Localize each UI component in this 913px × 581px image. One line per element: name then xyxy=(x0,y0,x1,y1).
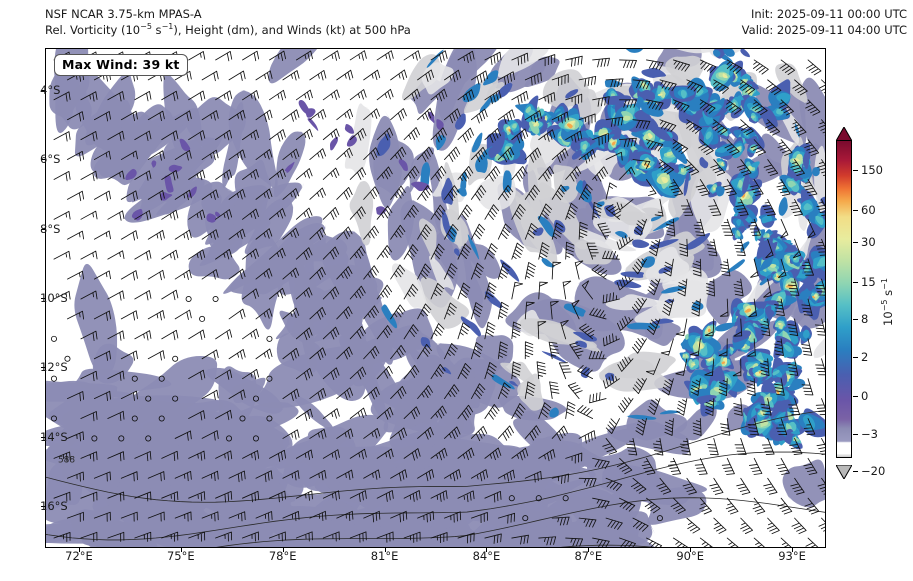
colorbar-tick-mark xyxy=(853,357,858,358)
x-tick-label: 93°E xyxy=(778,549,806,563)
map-canvas: 588 xyxy=(46,49,825,547)
colorbar-tick-label: 150 xyxy=(861,163,883,177)
x-tick-label: 87°E xyxy=(574,549,603,563)
x-tick-mark xyxy=(384,548,386,552)
x-tick-label: 90°E xyxy=(676,549,704,563)
colorbar-extend-bottom-icon xyxy=(835,464,853,481)
colorbar-unit-label: 10−5 s−1 xyxy=(880,278,895,326)
x-tick-mark xyxy=(282,548,284,552)
model-title: NSF NCAR 3.75-km MPAS-A xyxy=(45,7,202,21)
colorbar-tick-label: −20 xyxy=(861,464,886,478)
x-tick-mark xyxy=(690,548,692,552)
y-tick-mark xyxy=(41,228,45,230)
vorticity-wind-field: 588 xyxy=(46,49,825,547)
colorbar-tick-mark xyxy=(853,396,858,397)
x-tick-mark xyxy=(588,548,590,552)
colorbar-tick-mark xyxy=(853,210,858,211)
x-tick-label: 75°E xyxy=(166,549,195,563)
colorbar-gradient xyxy=(836,140,852,458)
y-tick-mark xyxy=(41,367,45,369)
colorbar: 150 60 30 15 8 2 0 −3 −20 10−5 s−1 xyxy=(835,125,912,481)
init-time: Init: 2025-09-11 00:00 UTC xyxy=(751,7,907,21)
y-tick-mark xyxy=(41,159,45,161)
colorbar-tick-mark xyxy=(853,434,858,435)
x-tick-label: 81°E xyxy=(370,549,399,563)
colorbar-tick-label: −3 xyxy=(861,427,878,441)
x-tick-label: 84°E xyxy=(472,549,501,563)
colorbar-tick-label: 2 xyxy=(861,350,869,364)
y-tick-mark xyxy=(41,89,45,91)
map-plot-area: 588 Max Wind: 39 kt xyxy=(45,48,826,548)
colorbar-tick-label: 0 xyxy=(861,389,869,403)
colorbar-tick-label: 60 xyxy=(861,203,876,217)
max-wind-badge: Max Wind: 39 kt xyxy=(54,54,188,76)
forecast-times: Init: 2025-09-11 00:00 UTC Valid: 2025-0… xyxy=(742,6,907,38)
colorbar-tick-label: 15 xyxy=(861,275,876,289)
title-block: NSF NCAR 3.75-km MPAS-A Rel. Vorticity (… xyxy=(45,6,411,38)
x-tick-mark xyxy=(486,548,488,552)
x-tick-mark xyxy=(78,548,80,552)
y-tick-mark xyxy=(41,436,45,438)
colorbar-tick-mark xyxy=(853,471,858,472)
x-tick-label: 72°E xyxy=(65,549,93,563)
valid-time: Valid: 2025-09-11 04:00 UTC xyxy=(741,23,907,37)
colorbar-extend-top-icon xyxy=(835,125,853,142)
colorbar-tick-label: 30 xyxy=(861,235,876,249)
x-tick-mark xyxy=(792,548,794,552)
colorbar-tick-mark xyxy=(853,282,858,283)
field-title: Rel. Vorticity (10−5 s−1), Height (dm), … xyxy=(45,22,411,37)
y-tick-mark xyxy=(41,506,45,508)
colorbar-tick-mark xyxy=(853,170,858,171)
colorbar-tick-mark xyxy=(853,319,858,320)
x-tick-label: 78°E xyxy=(268,549,297,563)
x-tick-mark xyxy=(180,548,182,552)
wind-barbs xyxy=(50,50,825,547)
y-tick-mark xyxy=(41,298,45,299)
colorbar-tick-mark xyxy=(853,242,858,243)
colorbar-tick-label: 8 xyxy=(861,312,869,326)
